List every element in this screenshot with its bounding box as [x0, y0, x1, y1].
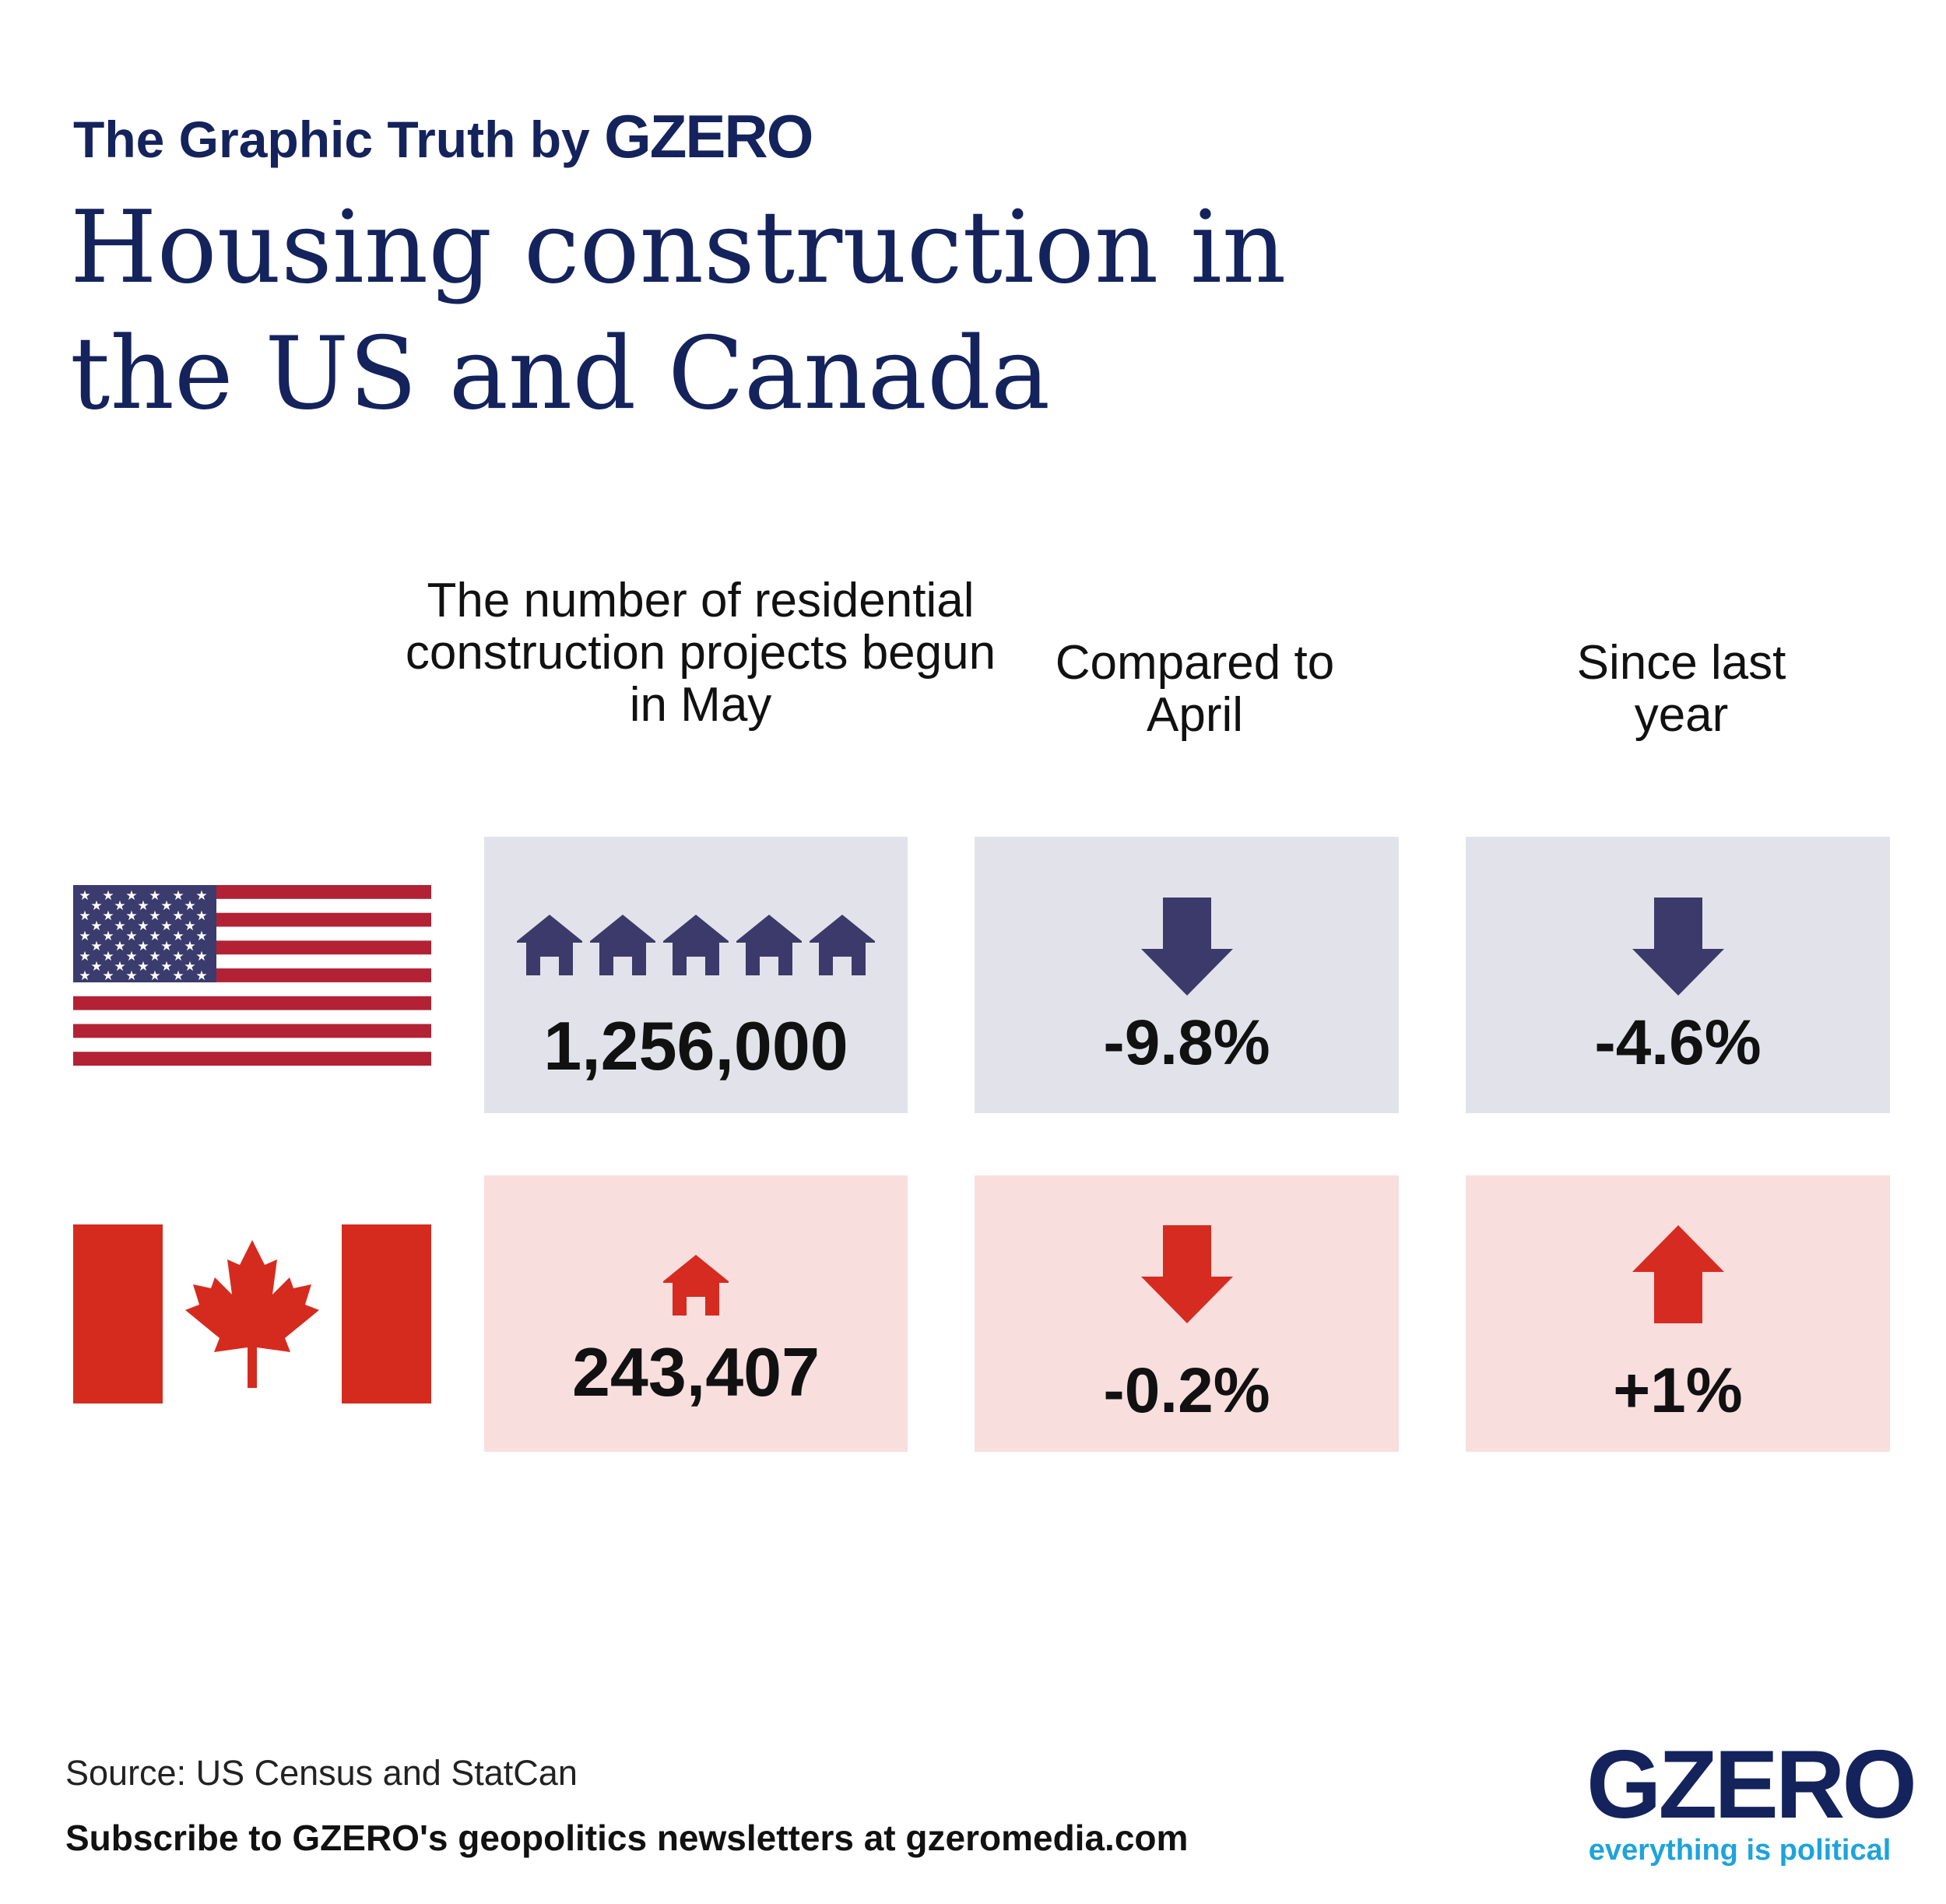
svg-text:★: ★ [137, 919, 149, 934]
canada-flag-icon [73, 1224, 431, 1403]
svg-text:★: ★ [195, 968, 207, 984]
us-projects-value: 1,256,000 [543, 1007, 848, 1084]
us-projects-cell: 1,256,000 [484, 837, 908, 1113]
svg-text:★: ★ [102, 968, 114, 984]
svg-text:★: ★ [125, 929, 137, 944]
svg-text:★: ★ [195, 888, 207, 904]
column-header-projects: The number of residential construction p… [405, 574, 996, 732]
ca-vs-april-value: -0.2% [1103, 1355, 1270, 1426]
svg-text:★: ★ [79, 949, 90, 964]
us-flag-icon: ★ ★ ★ ★ ★ ★ ★ ★ ★ ★ ★ ★ ★ ★ ★ ★ ★ ★ ★ ★ ★ ★ ★ ★ ★ ★ ★ ★ ★ ★ ★ ★ ★ ★… [73, 885, 431, 1066]
svg-text:★: ★ [125, 908, 137, 924]
house-icon [663, 1255, 729, 1316]
page-title: Housing construction in the US and Canad… [70, 190, 1287, 432]
svg-text:★: ★ [195, 908, 207, 924]
svg-text:★: ★ [195, 949, 207, 964]
us-vs-last-year-cell: -4.6% [1466, 837, 1890, 1113]
svg-text:★: ★ [114, 919, 125, 934]
svg-text:★: ★ [172, 968, 184, 984]
svg-text:★: ★ [149, 929, 160, 944]
ca-vs-last-year-cell: +1% [1466, 1175, 1890, 1452]
svg-text:★: ★ [160, 939, 172, 954]
logo-name: GZERO [1586, 1731, 1917, 1839]
gzero-logo: GZERO everything is political [1586, 1731, 1917, 1867]
svg-text:★: ★ [172, 949, 184, 964]
source-note: Source: US Census and StatCan [65, 1753, 578, 1793]
svg-text:★: ★ [79, 968, 90, 984]
svg-text:★: ★ [79, 888, 90, 904]
kicker-brand: GZERO [604, 102, 813, 170]
svg-text:★: ★ [114, 939, 125, 954]
us-house-icons [517, 915, 875, 975]
us-vs-april-cell: -9.8% [975, 837, 1399, 1113]
svg-text:★: ★ [79, 929, 90, 944]
svg-text:★: ★ [172, 929, 184, 944]
ca-vs-last-year-value: +1% [1613, 1355, 1743, 1426]
us-vs-april-value: -9.8% [1103, 1007, 1270, 1078]
column-header-vs-last-year: Since last year [1576, 636, 1786, 742]
kicker-text: The Graphic Truth by [73, 111, 590, 168]
svg-text:★: ★ [160, 898, 172, 914]
svg-text:★: ★ [149, 888, 160, 904]
svg-text:★: ★ [149, 908, 160, 924]
svg-text:★: ★ [160, 959, 172, 975]
svg-text:★: ★ [102, 929, 114, 944]
svg-text:★: ★ [160, 919, 172, 934]
logo-tagline: everything is political [1588, 1834, 1892, 1867]
svg-text:★: ★ [184, 919, 195, 934]
ca-vs-april-cell: -0.2% [975, 1175, 1399, 1452]
arrow-down-icon [1141, 898, 1233, 996]
svg-text:★: ★ [137, 939, 149, 954]
svg-text:★: ★ [172, 908, 184, 924]
column-header-vs-april: Compared to April [1055, 636, 1335, 742]
svg-text:★: ★ [114, 898, 125, 914]
svg-text:★: ★ [137, 959, 149, 975]
svg-text:★: ★ [90, 919, 102, 934]
arrow-down-icon [1632, 898, 1724, 996]
svg-text:★: ★ [90, 939, 102, 954]
svg-text:★: ★ [184, 898, 195, 914]
svg-text:★: ★ [114, 959, 125, 975]
svg-text:★: ★ [102, 908, 114, 924]
svg-text:★: ★ [172, 888, 184, 904]
arrow-down-icon [1141, 1225, 1233, 1323]
kicker: The Graphic Truth by GZERO [73, 101, 813, 172]
svg-text:★: ★ [125, 949, 137, 964]
ca-projects-cell: 243,407 [484, 1175, 908, 1452]
svg-text:★: ★ [184, 959, 195, 975]
svg-text:★: ★ [102, 949, 114, 964]
us-vs-last-year-value: -4.6% [1594, 1007, 1762, 1078]
svg-text:★: ★ [195, 929, 207, 944]
svg-text:★: ★ [149, 949, 160, 964]
svg-text:★: ★ [125, 888, 137, 904]
svg-text:★: ★ [90, 898, 102, 914]
arrow-up-icon [1632, 1225, 1724, 1323]
ca-projects-value: 243,407 [571, 1333, 820, 1410]
svg-text:★: ★ [125, 968, 137, 984]
svg-text:★: ★ [102, 888, 114, 904]
svg-text:★: ★ [149, 968, 160, 984]
svg-text:★: ★ [137, 898, 149, 914]
svg-text:★: ★ [79, 908, 90, 924]
subscribe-note: Subscribe to GZERO's geopolitics newslet… [65, 1818, 1189, 1858]
svg-text:★: ★ [90, 959, 102, 975]
svg-text:★: ★ [184, 939, 195, 954]
